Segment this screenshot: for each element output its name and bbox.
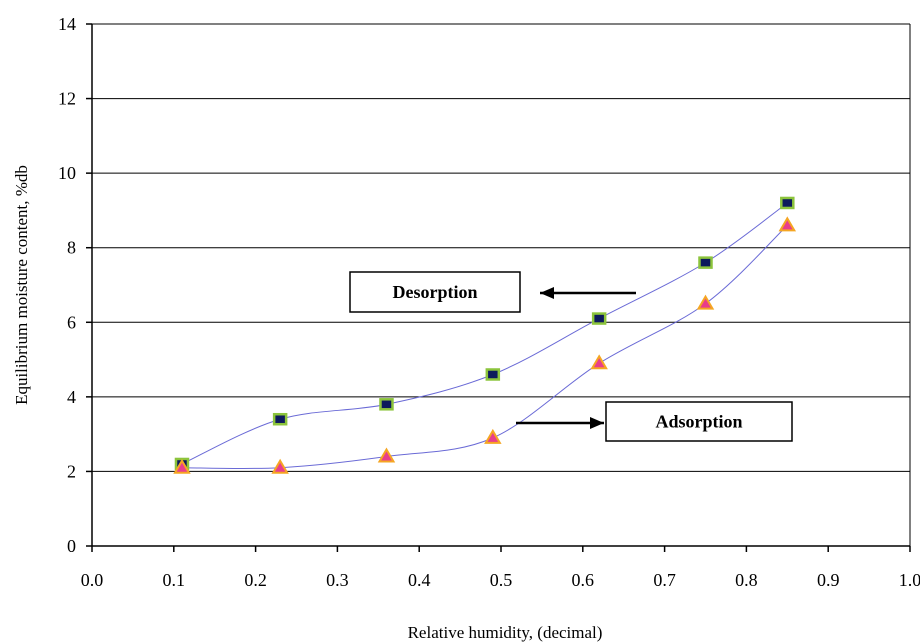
y-tick-label: 8 <box>67 238 76 258</box>
adsorption-label: Adsorption <box>655 412 742 432</box>
desorption-label-box <box>349 271 521 313</box>
x-tick-label: 0.0 <box>81 570 104 590</box>
desorption-marker <box>379 398 394 411</box>
x-tick-label: 0.2 <box>244 570 267 590</box>
adsorption-arrow-head <box>590 417 604 429</box>
adsorption-marker <box>696 294 715 310</box>
adsorption-label-box <box>605 401 793 442</box>
x-tick-label: 0.4 <box>408 570 431 590</box>
adsorption-marker <box>590 354 608 370</box>
y-tick-label: 10 <box>58 163 76 183</box>
y-tick-label: 0 <box>67 536 76 556</box>
x-tick-label: 1.0 <box>899 570 920 590</box>
x-axis-label: Relative humidity, (decimal) <box>408 623 603 642</box>
desorption-marker <box>698 256 713 269</box>
desorption-marker <box>272 412 288 426</box>
adsorption-marker <box>778 216 797 232</box>
y-tick-label: 4 <box>67 387 76 407</box>
desorption-arrow-head <box>540 287 554 299</box>
gridlines <box>92 23 910 472</box>
tick-labels: 0 2 4 6 8 10 12 14 0.0 0.1 0.2 0.3 0.4 0.5 0.6 0.7 0.8 0.… <box>58 14 920 590</box>
axes <box>86 23 911 552</box>
adsorption-marker <box>377 447 396 463</box>
y-axis-label: Equilibrium moisture content, %db <box>12 165 31 405</box>
x-tick-label: 0.3 <box>326 570 349 590</box>
x-tick-label: 0.7 <box>653 570 676 590</box>
adsorption-marker <box>271 458 289 474</box>
x-tick-label: 0.8 <box>735 570 758 590</box>
x-tick-label: 0.9 <box>817 570 840 590</box>
x-tick-label: 0.1 <box>163 570 186 590</box>
data-markers <box>173 196 797 474</box>
y-tick-label: 12 <box>58 89 76 109</box>
x-tick-label: 0.5 <box>490 570 513 590</box>
desorption-marker <box>780 196 795 210</box>
desorption-marker <box>591 312 607 325</box>
y-tick-label: 14 <box>58 14 76 34</box>
adsorption-marker <box>173 458 191 474</box>
desorption-label: Desorption <box>393 282 478 302</box>
adsorption-marker <box>484 428 502 444</box>
desorption-marker <box>485 368 501 381</box>
y-tick-label: 2 <box>67 461 76 481</box>
annotations: Desorption Adsorption <box>349 271 793 442</box>
x-tick-label: 0.6 <box>572 570 595 590</box>
y-tick-label: 6 <box>67 312 76 332</box>
